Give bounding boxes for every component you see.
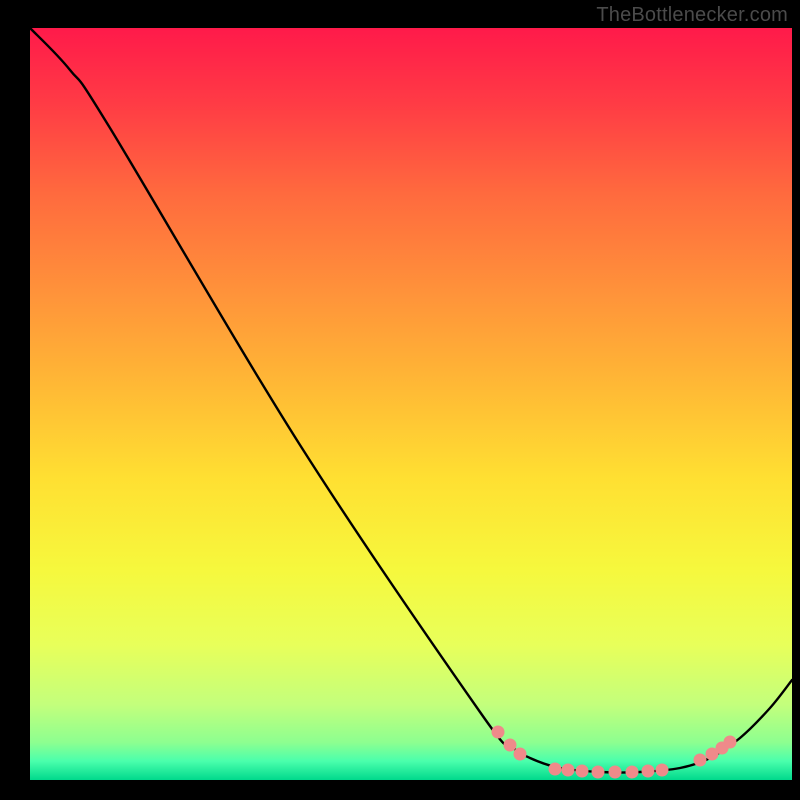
data-marker (642, 765, 655, 778)
data-marker (626, 766, 639, 779)
chart-container: TheBottlenecker.com (0, 0, 800, 800)
data-marker (576, 765, 589, 778)
gradient-background (30, 28, 792, 780)
attribution-text: TheBottlenecker.com (596, 4, 788, 27)
data-marker (592, 766, 605, 779)
chart-svg (0, 0, 800, 800)
data-marker (492, 726, 505, 739)
data-marker (562, 764, 575, 777)
data-marker (724, 736, 737, 749)
data-marker (609, 766, 622, 779)
data-marker (514, 748, 527, 761)
data-marker (504, 739, 517, 752)
data-marker (549, 763, 562, 776)
data-marker (694, 754, 707, 767)
data-marker (656, 764, 669, 777)
